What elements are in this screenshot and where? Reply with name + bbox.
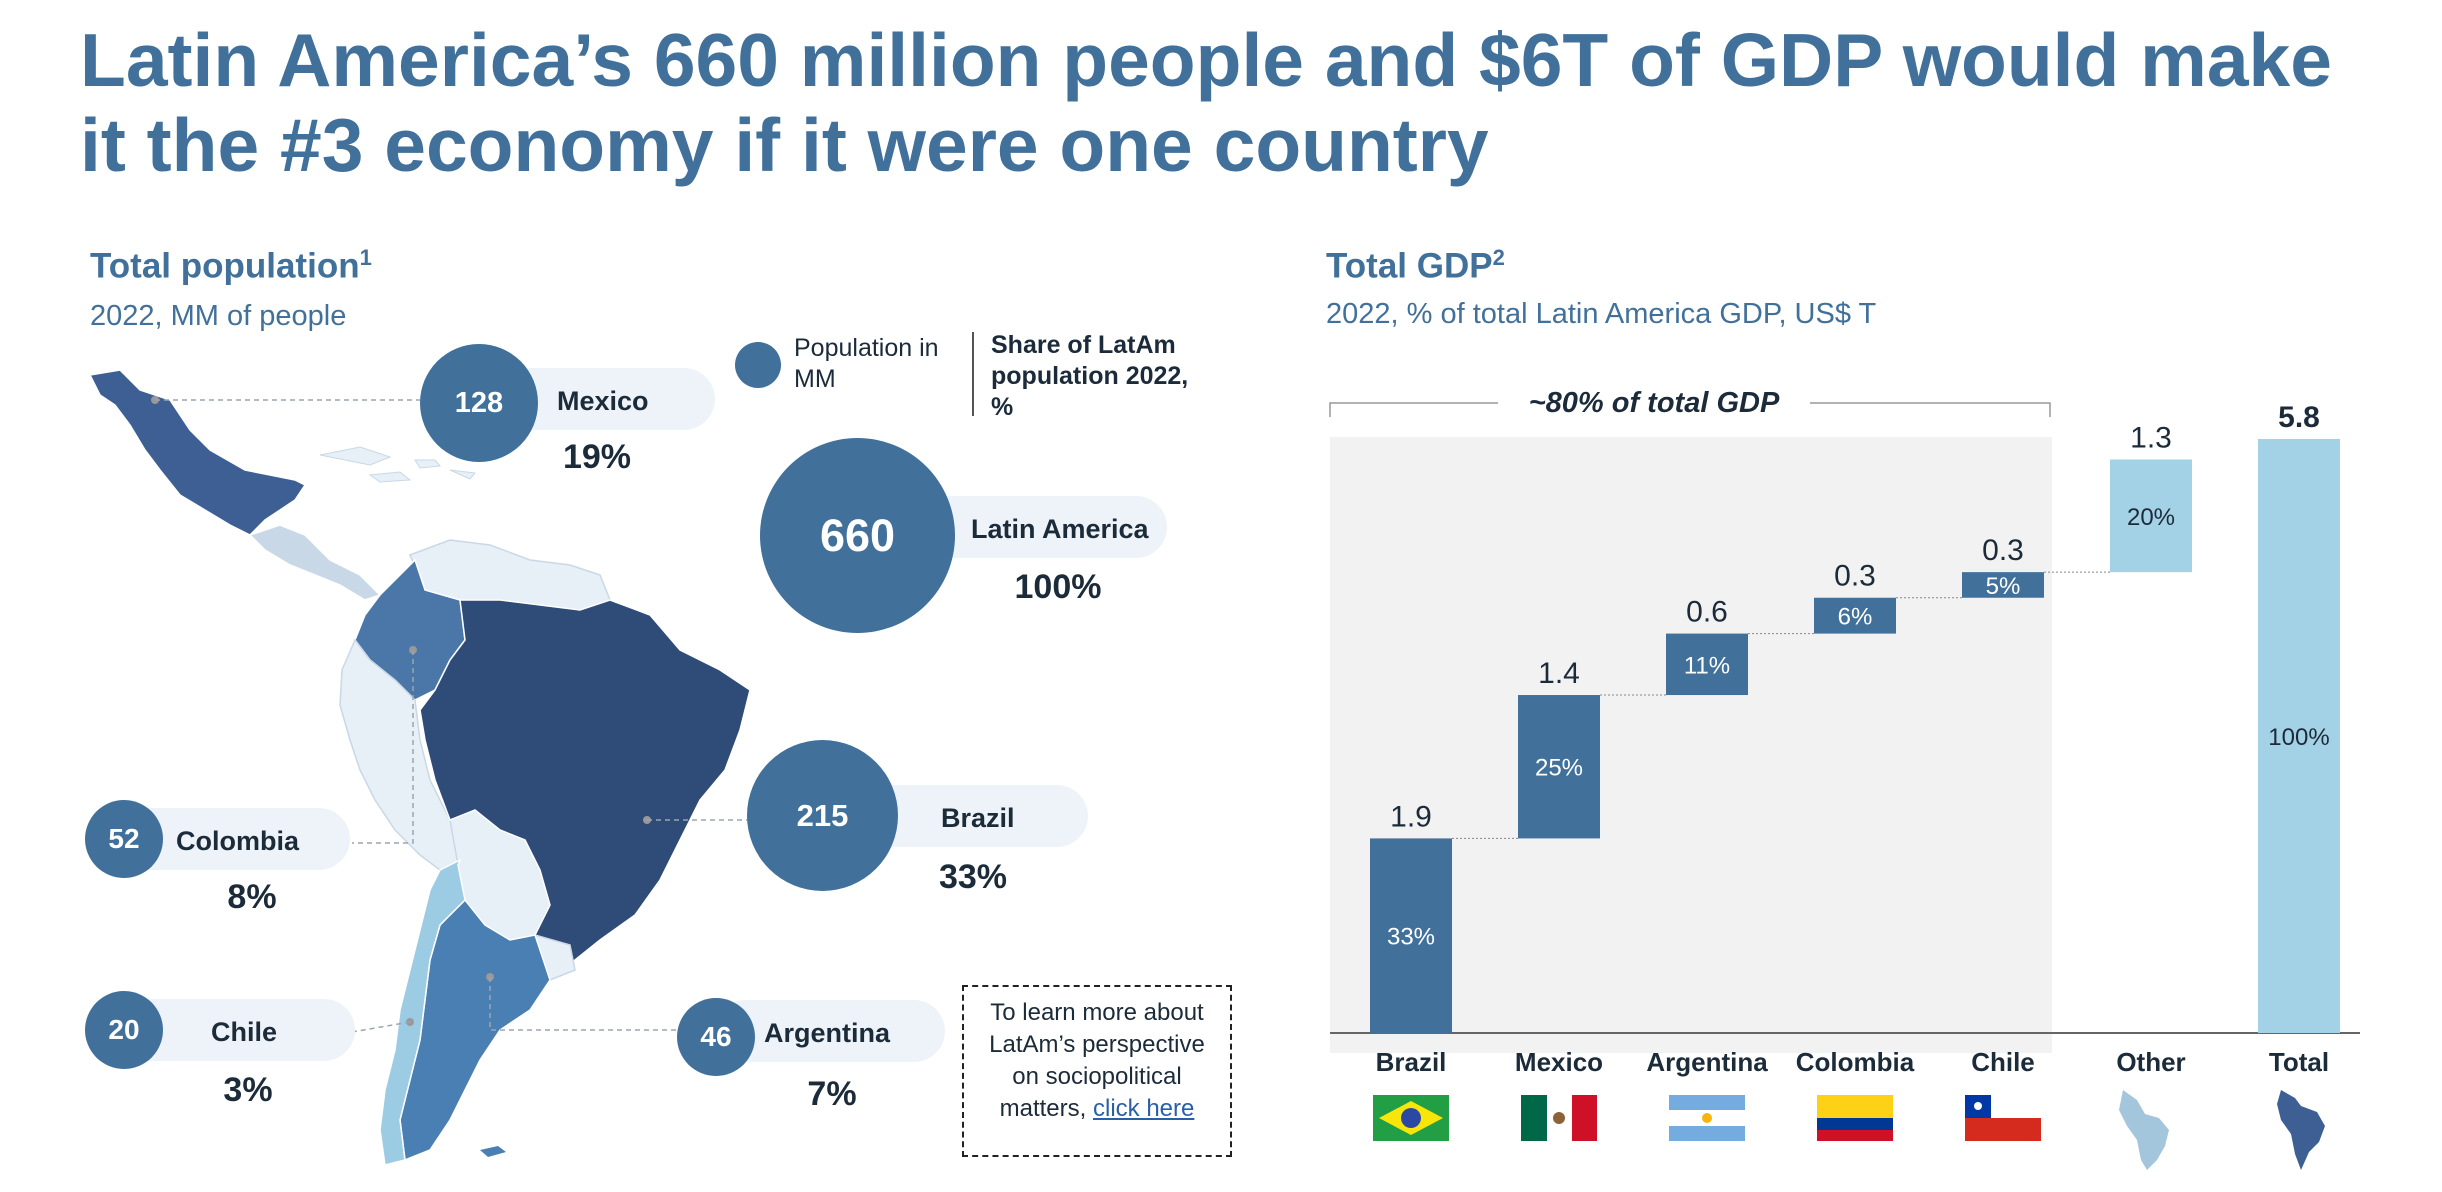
mexico-label: Mexico: [557, 386, 649, 416]
share-label-chile: 5%: [1986, 573, 2021, 600]
legend-divider: [972, 332, 974, 416]
bracket-line: [1329, 402, 2051, 417]
flag-argentina-icon: [1669, 1095, 1745, 1141]
flag-colombia-icon: [1817, 1095, 1893, 1141]
population-subtitle: 2022, MM of people: [90, 300, 347, 332]
flag-other-icon: [2119, 1090, 2169, 1170]
brazil-pill: [860, 785, 1088, 847]
map-central-america: [248, 524, 382, 601]
share-label-mexico: 25%: [1535, 755, 1583, 782]
map-chile: [379, 858, 466, 1166]
gdp-footnote: 2: [1492, 245, 1505, 270]
chile-label: Chile: [211, 1017, 278, 1047]
bar-colombia: [1814, 597, 1896, 634]
latam-map: [88, 369, 751, 1166]
value-label-other: 1.3: [2130, 421, 2172, 454]
category-label-total: Total: [2269, 1047, 2329, 1077]
brazil-bubble: 215: [747, 740, 898, 891]
latam-share: 100%: [1014, 568, 1102, 606]
brazil-share: 33%: [938, 858, 1008, 896]
share-label-argentina: 11%: [1684, 652, 1730, 679]
colombia-bubble: 52: [85, 800, 163, 878]
category-label-chile: Chile: [1971, 1047, 2035, 1077]
value-label-brazil: 1.9: [1390, 800, 1432, 833]
category-label-colombia: Colombia: [1796, 1047, 1915, 1077]
share-label-other: 20%: [2127, 504, 2175, 531]
chile-share: 3%: [223, 1071, 273, 1109]
category-label-other: Other: [2116, 1047, 2185, 1077]
gdp-subtitle: 2022, % of total Latin America GDP, US$ …: [1326, 298, 1877, 330]
latam-label: Latin America: [971, 514, 1149, 544]
gdp-waterfall-chart: ~80% of total GDP 1.9 33% Brazil 1.4 25% Mexi…: [1329, 387, 2360, 1170]
flag-total-icon: [2277, 1090, 2325, 1170]
brazil-label: Brazil: [941, 803, 1015, 833]
learn-more-text: To learn more about LatAm’s perspective …: [989, 999, 1205, 1122]
mexico-bubble: 128: [420, 344, 538, 462]
click-here-link[interactable]: click here: [1092, 1095, 1195, 1122]
value-label-total: 5.8: [2278, 401, 2320, 434]
legend-bubble-text: Population in MM: [794, 334, 939, 393]
population-title-text: Total population: [90, 246, 360, 286]
population-footnote: 1: [359, 245, 372, 270]
flag-chile-icon: [1965, 1095, 2041, 1141]
value-label-mexico: 1.4: [1538, 657, 1580, 690]
bar-chile: [1962, 572, 2044, 598]
category-label-mexico: Mexico: [1515, 1047, 1603, 1077]
map-mexico: [88, 369, 307, 536]
gdp-title-text: Total GDP: [1326, 246, 1493, 286]
caribbean-islands: [319, 438, 489, 483]
map-falklands: [480, 1146, 506, 1157]
gdp-title: Total GDP2: [1326, 245, 1505, 287]
colombia-share: 8%: [227, 878, 277, 916]
category-label-brazil: Brazil: [1376, 1047, 1447, 1077]
bar-brazil: [1370, 838, 1452, 1033]
bar-other: [2110, 459, 2192, 573]
chile-bubble: 20: [85, 991, 163, 1069]
legend-share-text: Share of LatAm population 2022, %: [991, 331, 1189, 421]
argentina-share: 7%: [807, 1075, 857, 1113]
share-label-colombia: 6%: [1838, 604, 1873, 631]
share-label-brazil: 33%: [1387, 924, 1435, 951]
share-label-total: 100%: [2268, 724, 2329, 751]
argentina-bubble: 46: [677, 998, 755, 1076]
leader-lines: [155, 399, 750, 1033]
bar-argentina: [1666, 633, 1748, 696]
page-title: Latin America’s 660 million people and $…: [80, 18, 2332, 187]
latam-bubble: 660: [760, 438, 955, 633]
colombia-label: Colombia: [176, 826, 300, 856]
learn-more-box: To learn more about LatAm’s perspective …: [962, 985, 1232, 1157]
flag-mexico-icon: [1521, 1095, 1597, 1141]
value-label-chile: 0.3: [1982, 534, 2024, 567]
map-brazil: [419, 599, 751, 982]
mexico-share: 19%: [562, 438, 632, 476]
bar-mexico: [1518, 695, 1600, 839]
population-title: Total population1: [90, 245, 372, 287]
legend-bubble-icon: [735, 342, 781, 388]
flag-brazil-icon: [1373, 1095, 1449, 1141]
value-label-colombia: 0.3: [1834, 560, 1876, 593]
bracket-label: ~80% of total GDP: [1529, 387, 1780, 419]
argentina-label: Argentina: [764, 1018, 891, 1048]
bar-total: [2258, 439, 2340, 1033]
value-label-argentina: 0.6: [1686, 596, 1728, 629]
category-label-argentina: Argentina: [1646, 1047, 1768, 1077]
